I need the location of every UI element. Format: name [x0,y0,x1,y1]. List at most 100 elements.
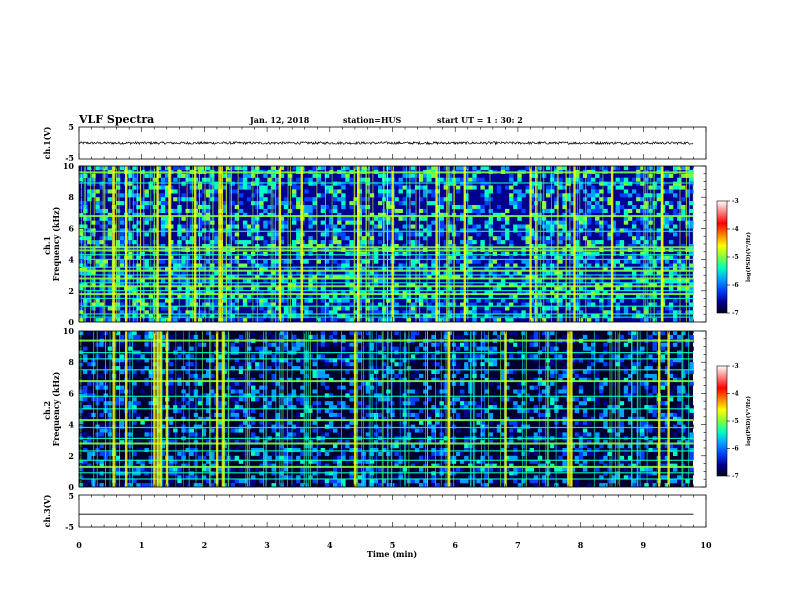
spectrogram-cell [500,385,506,390]
spectrogram-cell [160,279,166,284]
spectrogram-cell [283,463,289,468]
spectrogram-cell [427,424,432,429]
spectrogram-cell [263,220,268,225]
spectrogram-cell [673,271,678,276]
spectrogram-cell [484,290,489,295]
spectrogram-cell [349,275,354,280]
spectrogram-burst [435,166,438,322]
spectrogram-line [79,277,694,280]
spectrogram-cell [206,331,211,336]
spectrogram-cell [238,409,244,414]
spectrogram-cell [189,358,194,363]
spectrogram-cell [169,283,174,288]
spectrogram-cell [201,420,207,425]
spectrogram-cell [115,412,121,417]
spectrogram-cell [144,216,149,221]
spectrogram-cell [353,279,358,284]
spectrogram-cell [423,173,428,178]
spectrogram-cell [160,428,166,433]
spectrogram-cell [419,428,424,433]
spectrogram-line [79,249,694,252]
spectrogram-cell [316,471,321,476]
spectrogram-cell [562,294,567,299]
spectrogram-cell [406,173,412,178]
spectrogram-cell [136,232,141,237]
spectrogram-cell [218,420,223,425]
spectrogram-cell [238,467,244,472]
spectrogram-cell [546,271,551,276]
spectrogram-streak [576,166,578,322]
spectrogram-cell [406,310,412,315]
spectrogram-cell [439,251,444,256]
spectrogram-cell [287,420,293,425]
spectrogram-streak [353,166,355,322]
spectrogram-cell [550,306,555,311]
spectrogram-cell [337,189,342,194]
spectrogram-cell [210,354,215,359]
spectrogram-cell [234,286,240,291]
spectrogram-cell [210,290,215,295]
spectrogram-cell [99,310,104,315]
header-station: station=HUS [343,115,402,125]
spectrogram-cell [410,240,416,245]
spectrogram-cell [99,279,104,284]
spectrogram-cell [140,212,145,217]
spectrogram-cell [87,189,92,194]
spectrogram-cell [619,244,625,249]
spectrogram-cell [169,334,174,339]
spectrogram-cell [120,389,125,394]
spectrogram-cell [304,197,309,202]
spectrogram-cell [296,448,301,453]
spectrogram-cell [140,302,145,307]
spectrogram-cell [410,259,416,264]
spectrogram-cell [267,177,272,182]
spectrogram-cell [402,201,407,206]
spectrogram-cell [460,205,465,210]
spectrogram-cell [464,346,469,351]
spectrogram-cell [279,216,285,221]
spectrogram-cell [83,463,88,468]
spectrogram-cell [292,205,297,210]
spectrogram-cell [505,440,510,445]
spectrogram-cell [128,354,133,359]
spectrogram-burst [357,166,360,322]
spectrogram-cell [664,201,670,206]
spectrogram-cell [238,420,244,425]
ch1-waveform-ylabel: ch.1(V) [42,126,52,159]
spectrogram-cell [431,455,436,460]
spectrogram-cell [312,240,317,245]
spectrogram-cell [439,224,444,229]
spectrogram-cell [148,467,153,472]
spectrogram-cell [120,455,125,460]
spectrogram-cell [279,428,285,433]
spectrogram-cell [214,236,219,241]
spectrogram-cell [349,244,354,249]
spectrogram-cell [128,286,133,291]
spectrogram-cell [234,440,240,445]
spectrogram-cell [644,310,649,315]
spectrogram-cell [668,228,674,233]
spectrogram-cell [644,193,649,198]
spectrogram-cell [689,208,694,213]
spectrogram-cell [566,177,571,182]
spectrogram-cell [386,310,391,315]
spectrogram-cell [582,294,588,299]
spectrogram-cell [410,358,416,363]
spectrogram-cell [120,271,125,276]
spectrogram-cell [132,409,137,414]
spectrogram-cell [488,459,493,464]
spectrogram-cell [316,424,321,429]
spectrogram-cell [91,267,96,272]
spectrogram-cell [333,428,338,433]
spectrogram-cell [500,334,506,339]
spectrogram-cell [87,236,92,241]
spectrogram-cell [500,271,506,276]
spectrogram-cell [439,471,444,476]
spectrogram-cell [349,290,354,295]
frequency-tick-label: 2 [68,286,74,296]
spectrogram-cell [513,205,518,210]
spectrogram-cell [304,310,309,315]
spectrogram-cell [673,193,678,198]
spectrogram-cell [128,173,133,178]
spectrogram-cell [312,389,317,394]
